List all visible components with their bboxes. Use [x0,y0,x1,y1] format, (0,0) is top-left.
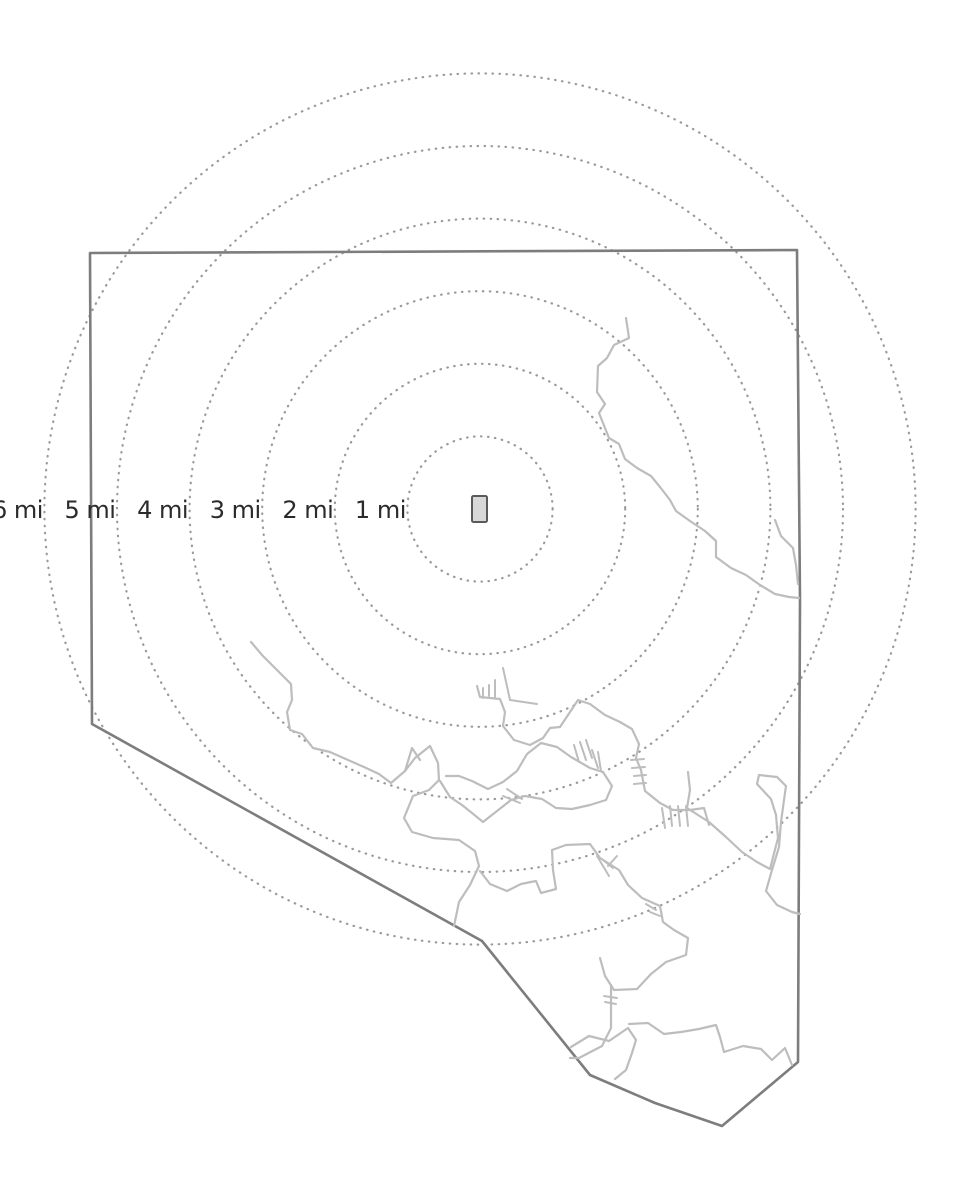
distance-ring-1mi [406,435,554,583]
curtis-creek [685,770,802,916]
distance-ring-5mi [115,144,845,874]
harbor-east [478,842,690,992]
harbor-shoreline-south [402,744,481,928]
ring-label-4mi: 4 mi [137,496,188,524]
ring-label-3mi: 3 mi [210,496,261,524]
ring-label-6mi: 6 mi [0,496,43,524]
harbor-south [569,1026,638,1081]
distance-ring-6mi [43,72,917,946]
distance-ring-3mi [261,290,699,728]
distance-rings [43,72,917,946]
stream-northeast [595,316,801,600]
harbor-piers [482,667,689,1005]
center-marker [471,495,488,523]
distance-ring-2mi [333,362,627,656]
harbor-south-east [627,1021,794,1067]
stream-west-fork [403,746,422,773]
distance-ring-4mi [188,217,772,801]
ring-labels: 1 mi 2 mi 3 mi 4 mi 5 mi 6 mi [0,496,406,524]
stream-west [249,640,432,785]
ring-label-1mi: 1 mi [355,496,406,524]
city-boundary [88,248,802,1128]
ring-label-2mi: 2 mi [282,496,333,524]
middle-branch [438,741,614,824]
ring-label-5mi: 5 mi [65,496,116,524]
stream-east-edge [773,518,800,586]
harbor-shoreline-north [475,684,711,827]
